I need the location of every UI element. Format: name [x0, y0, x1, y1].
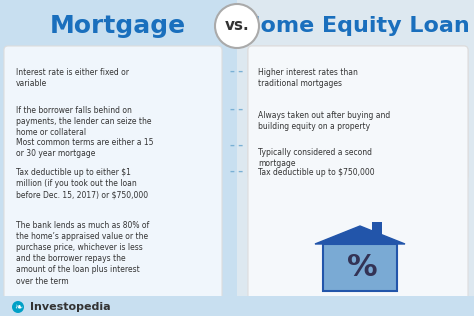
FancyBboxPatch shape: [323, 244, 397, 291]
Text: – –: – –: [230, 67, 244, 77]
Text: Always taken out after buying and
building equity on a property: Always taken out after buying and buildi…: [258, 111, 390, 131]
Text: Most common terms are either a 15
or 30 year mortgage: Most common terms are either a 15 or 30 …: [16, 138, 154, 158]
FancyBboxPatch shape: [248, 46, 468, 180]
FancyBboxPatch shape: [0, 0, 237, 316]
FancyBboxPatch shape: [237, 0, 474, 316]
Circle shape: [12, 301, 24, 313]
Text: Mortgage: Mortgage: [50, 14, 186, 38]
FancyBboxPatch shape: [372, 222, 382, 236]
Polygon shape: [315, 226, 405, 244]
Text: vs.: vs.: [225, 19, 249, 33]
Text: – –: – –: [230, 105, 244, 115]
Text: – –: – –: [230, 141, 244, 151]
FancyBboxPatch shape: [0, 296, 474, 316]
Text: Tax deductible up to $750,000: Tax deductible up to $750,000: [258, 168, 374, 177]
FancyBboxPatch shape: [4, 46, 222, 302]
FancyBboxPatch shape: [0, 0, 237, 46]
Text: ❧: ❧: [14, 302, 22, 312]
Text: Typically considered a second
mortgage: Typically considered a second mortgage: [258, 148, 372, 168]
Circle shape: [215, 4, 259, 48]
Text: Tax deductible up to either $1
million (if you took out the loan
before Dec. 15,: Tax deductible up to either $1 million (…: [16, 168, 148, 199]
FancyBboxPatch shape: [248, 46, 468, 302]
Text: Interest rate is either fixed or
variable: Interest rate is either fixed or variabl…: [16, 68, 129, 88]
Text: The bank lends as much as 80% of
the home’s appraised value or the
purchase pric: The bank lends as much as 80% of the hom…: [16, 221, 149, 285]
Text: Investopedia: Investopedia: [30, 302, 110, 312]
Text: – –: – –: [230, 167, 244, 177]
Text: If the borrower falls behind on
payments, the lender can seize the
home or colla: If the borrower falls behind on payments…: [16, 106, 152, 137]
Text: %: %: [346, 252, 377, 282]
FancyBboxPatch shape: [237, 0, 474, 46]
Text: Higher interest rates than
traditional mortgages: Higher interest rates than traditional m…: [258, 68, 358, 88]
Text: Home Equity Loan: Home Equity Loan: [242, 16, 470, 36]
